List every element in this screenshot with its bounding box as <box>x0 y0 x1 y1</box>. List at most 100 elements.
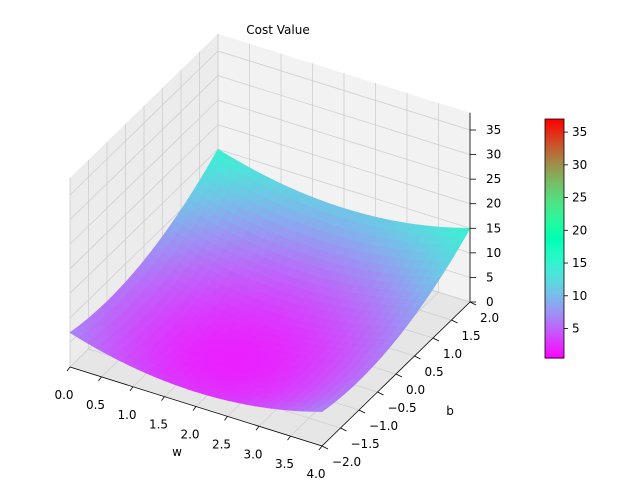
y-tick-mark <box>432 337 440 342</box>
colorbar-slice <box>545 252 564 256</box>
grid-line <box>69 75 219 220</box>
colorbar-slice <box>545 304 564 307</box>
colorbar-slice <box>545 258 564 262</box>
colorbar-tick-label: 25 <box>572 191 587 205</box>
colorbar-slice <box>545 246 564 250</box>
colorbar-slice <box>545 264 564 267</box>
y-tick-label: −1.0 <box>369 419 398 433</box>
colorbar-slice <box>545 192 564 196</box>
colorbar-slice <box>545 322 564 325</box>
colorbar: 5 10 15 20 25 30 35 <box>544 118 587 359</box>
colorbar-slice <box>545 168 564 172</box>
y-tick-mark <box>358 409 366 414</box>
colorbar-slice <box>545 142 564 146</box>
y-tick-label: 1.0 <box>443 347 462 361</box>
colorbar-slice <box>545 332 564 335</box>
colorbar-slice <box>545 266 564 269</box>
grid-line <box>217 50 471 131</box>
colorbar-slice <box>545 344 564 347</box>
colorbar-slice <box>545 128 564 132</box>
colorbar-slice <box>545 214 564 218</box>
colorbar-slice <box>545 272 564 275</box>
colorbar-frame <box>544 118 565 359</box>
colorbar-tick-label: 5 <box>572 322 580 336</box>
colorbar-slice <box>545 286 564 289</box>
z-tick-label: 30 <box>486 148 501 162</box>
colorbar-slice <box>545 136 564 140</box>
colorbar-slice <box>545 326 564 329</box>
colorbar-slice <box>545 334 564 337</box>
x-tick-label: 1.5 <box>149 418 168 432</box>
colorbar-slice <box>545 120 564 124</box>
colorbar-slice <box>545 164 564 168</box>
colorbar-tick-label: 20 <box>572 223 587 237</box>
colorbar-tick-label: 15 <box>572 256 587 270</box>
colorbar-slice <box>545 144 564 148</box>
grid-line <box>69 124 219 270</box>
y-tick-mark <box>451 319 458 324</box>
colorbar-slice <box>545 240 564 244</box>
colorbar-slice <box>545 324 564 327</box>
x-tick-label: 4.0 <box>306 467 325 480</box>
z-tick-label: 20 <box>486 197 501 211</box>
x-tick-mark <box>66 366 71 372</box>
chart-title: Cost Value <box>246 23 309 37</box>
grid-line <box>217 148 471 229</box>
colorbar-slice <box>545 328 564 331</box>
colorbar-slice <box>545 172 564 176</box>
x-tick-label: 3.5 <box>275 457 294 471</box>
colorbar-slice <box>545 302 564 305</box>
grid-line <box>217 124 471 205</box>
colorbar-slice <box>545 220 564 224</box>
colorbar-slice <box>545 188 564 192</box>
colorbar-slice <box>545 166 564 170</box>
colorbar-slice <box>545 296 564 299</box>
colorbar-slice <box>545 130 564 134</box>
colorbar-slice <box>545 330 564 333</box>
y-tick-mark <box>469 301 477 306</box>
colorbar-slice <box>545 352 564 355</box>
colorbar-slice <box>545 190 564 194</box>
colorbar-slice <box>545 132 564 136</box>
x-tick-mark <box>255 426 260 431</box>
colorbar-slice <box>545 254 564 258</box>
z-tick-label: 15 <box>486 221 501 235</box>
colorbar-slice <box>545 162 564 166</box>
x-tick-label: 3.0 <box>243 447 262 461</box>
colorbar-slice <box>545 288 564 291</box>
colorbar-slice <box>545 256 564 260</box>
colorbar-slice <box>545 124 564 128</box>
colorbar-slice <box>545 184 564 188</box>
colorbar-slice <box>545 180 564 184</box>
y-axis-label: b <box>446 404 454 418</box>
x-tick-label: 0.5 <box>86 398 105 412</box>
colorbar-slice <box>545 119 564 122</box>
y-tick-label: 2.0 <box>480 311 499 325</box>
colorbar-slice <box>545 202 564 206</box>
colorbar-slice <box>545 206 564 210</box>
x-tick-mark <box>98 376 102 382</box>
colorbar-slice <box>545 338 564 341</box>
colorbar-slice <box>545 210 564 214</box>
x-tick-label: 2.0 <box>180 428 199 442</box>
x-tick-mark <box>192 406 197 411</box>
grid-line <box>69 148 219 294</box>
colorbar-slice <box>545 134 564 138</box>
colorbar-slice <box>545 308 564 311</box>
z-axis-ticks: 0 5 10 15 20 25 30 35 <box>470 123 501 309</box>
colorbar-slice <box>545 140 564 144</box>
x-axis-ticks: 0.0 0.5 1.0 1.5 2.0 2.5 3.0 3.5 4.0 <box>54 366 326 480</box>
colorbar-slice <box>545 262 564 265</box>
y-tick-label: −2.0 <box>332 455 361 469</box>
x-tick-mark <box>318 445 323 451</box>
colorbar-slice <box>545 194 564 198</box>
y-tick-label: 0.5 <box>425 365 444 379</box>
colorbar-tick-label: 35 <box>572 125 587 139</box>
z-tick-label: 5 <box>486 270 494 284</box>
colorbar-slice <box>545 340 564 343</box>
colorbar-slice <box>545 218 564 222</box>
colorbar-slice <box>545 306 564 309</box>
colorbar-slice <box>545 298 564 301</box>
colorbar-slice <box>545 238 564 242</box>
